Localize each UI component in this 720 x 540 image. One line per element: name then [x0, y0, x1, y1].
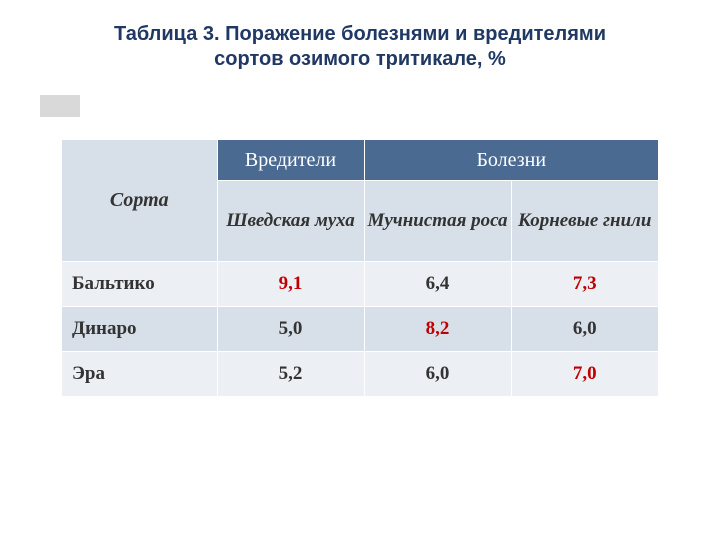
- row-name: Эра: [62, 352, 217, 397]
- table-row: Динаро 5,0 8,2 6,0: [62, 307, 658, 352]
- cell: 5,2: [217, 352, 364, 397]
- data-table-wrap: Сорта Вредители Болезни Шведская муха Му…: [62, 140, 658, 397]
- cell: 7,0: [511, 352, 658, 397]
- header-row-1: Сорта Вредители Болезни: [62, 140, 658, 181]
- table-row: Бальтико 9,1 6,4 7,3: [62, 262, 658, 307]
- col-group-pests: Вредители: [217, 140, 364, 181]
- cell-value: 6,0: [573, 318, 597, 339]
- slide-title: Таблица 3. Поражение болезнями и вредите…: [0, 0, 720, 80]
- cell-value: 7,0: [573, 363, 597, 384]
- slide: Таблица 3. Поражение болезнями и вредите…: [0, 0, 720, 540]
- row-name: Динаро: [62, 307, 217, 352]
- cell: 7,3: [511, 262, 658, 307]
- cell: 9,1: [217, 262, 364, 307]
- accent-bar: [0, 95, 80, 117]
- cell: 6,0: [364, 352, 511, 397]
- accent-orange: [0, 95, 40, 117]
- col-sub-0: Шведская муха: [217, 181, 364, 262]
- col-sub-1-label: Мучнистая роса: [367, 210, 507, 231]
- data-table: Сорта Вредители Болезни Шведская муха Му…: [62, 140, 658, 397]
- col-sub-0-label: Шведская муха: [226, 210, 355, 231]
- col-sub-1: Мучнистая роса: [364, 181, 511, 262]
- col-group-diseases: Болезни: [364, 140, 658, 181]
- title-line-2: сортов озимого тритикале, %: [214, 48, 506, 70]
- title-line-1: Таблица 3. Поражение болезнями и вредите…: [114, 23, 606, 45]
- cell: 8,2: [364, 307, 511, 352]
- cell-value: 5,2: [279, 363, 303, 384]
- cell-value: 9,1: [279, 273, 303, 294]
- table-row: Эра 5,2 6,0 7,0: [62, 352, 658, 397]
- cell: 6,0: [511, 307, 658, 352]
- col-sub-2-label: Корневые гнили: [518, 210, 651, 231]
- cell: 5,0: [217, 307, 364, 352]
- cell-value: 5,0: [279, 318, 303, 339]
- accent-grey: [40, 95, 80, 117]
- cell-value: 6,0: [426, 363, 450, 384]
- cell-value: 7,3: [573, 273, 597, 294]
- row-name: Бальтико: [62, 262, 217, 307]
- col-sub-2: Корневые гнили: [511, 181, 658, 262]
- cell: 6,4: [364, 262, 511, 307]
- col-header-sorta: Сорта: [62, 140, 217, 262]
- cell-value: 6,4: [426, 273, 450, 294]
- cell-value: 8,2: [426, 318, 450, 339]
